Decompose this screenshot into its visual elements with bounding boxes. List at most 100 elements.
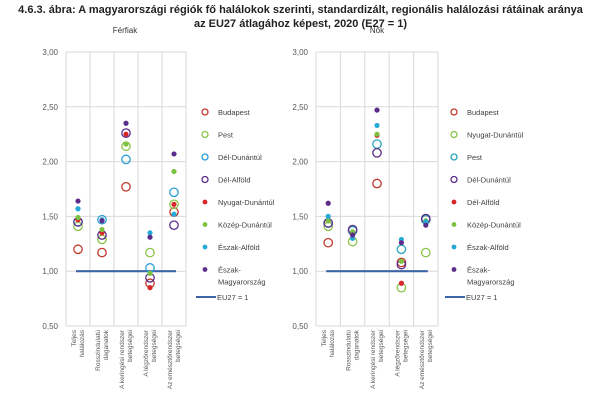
legend-item: Pest (450, 153, 483, 162)
data-point-dél-alföld (121, 128, 131, 138)
x-category-label-line: betegségei (151, 330, 158, 362)
data-point-közép-dunántúl (123, 141, 129, 147)
legend: Budapest Pest Dél-Dunántúl Dél-Alföld Nyugat… (196, 108, 275, 302)
y-tick-label: 2,50 (42, 103, 58, 112)
legend-item-reference: EU27 = 1 (445, 293, 497, 302)
legend-item: Dél-Alföld (451, 198, 500, 207)
legend-label: Nyugat-Dunántúl (467, 131, 524, 140)
legend-label: Dél-Alföld (467, 198, 500, 207)
x-category-label: A keringési rendszer betegségei (370, 329, 385, 389)
data-point-dél-dunántúl (121, 154, 131, 165)
y-tick-label: 1,00 (42, 267, 58, 276)
data-point-közép-dunántúl (75, 214, 81, 221)
legend-item: Dél-Alföld (201, 175, 251, 185)
legend-marker-filled (202, 267, 208, 272)
y-tick-label: 1,50 (292, 212, 308, 221)
data-point-nyugat-dunántúl (147, 285, 153, 291)
x-category-label-line: Rosszindulatú (95, 330, 102, 371)
legend-item: Közép-Dunántúl (202, 221, 272, 230)
data-point-dél-dunántúl (372, 147, 382, 158)
legend-label: Észak- (467, 266, 490, 275)
data-point-észak-magyarország (325, 200, 331, 206)
legend-marker-open (450, 153, 458, 161)
data-point-észak-magyarország (99, 218, 105, 224)
legend-item: Észak-Alföld (202, 243, 260, 252)
data-point-nyugat-dunántúl (420, 247, 431, 258)
legend-marker-filled (202, 222, 208, 227)
legend-item: Budapest (201, 108, 251, 117)
legend-item: Nyugat-Dunántúl (202, 198, 275, 207)
legend-label: Közép-Dunántúl (467, 221, 521, 230)
legend-label: Magyarország (467, 278, 515, 287)
x-category-label-line: betegségei (378, 330, 385, 362)
legend-label: Budapest (218, 108, 251, 117)
x-category-label: A légzőrendszer betegségei (394, 329, 409, 376)
data-point-észak-alföld (374, 122, 380, 129)
y-tick-label: 1,00 (292, 267, 308, 276)
y-tick-label: 2,00 (42, 158, 58, 167)
y-tick-label: 0,50 (42, 322, 58, 331)
data-point-észak-alföld (75, 206, 81, 212)
legend-label: Közép-Dunántúl (218, 221, 272, 230)
x-category-label-line: halálozás (329, 329, 336, 357)
legend-marker-filled (451, 199, 457, 205)
legend-marker-filled (202, 244, 208, 250)
data-point-pest (396, 244, 407, 255)
data-point-dél-dunántúl (169, 187, 179, 198)
x-category-label-line: A keringési rendszer (119, 329, 126, 389)
data-point-közép-dunántúl (374, 131, 380, 137)
y-tick-label: 1,50 (42, 212, 58, 221)
data-point-budapest (372, 178, 382, 189)
data-point-dél-alföld (169, 220, 179, 231)
legend-label: Dél-Dunántúl (467, 176, 511, 185)
x-category-label-line: Teljes (71, 329, 78, 346)
legend-label: Nyugat-Dunántúl (218, 198, 275, 207)
data-point-budapest (97, 247, 107, 258)
data-point-közép-dunántúl (398, 258, 404, 264)
x-category-label-line: Az emésztőrendszer (167, 329, 174, 389)
data-point-észak-alföld (171, 211, 177, 217)
legend-label: Pest (218, 131, 234, 140)
x-category-label: Teljes halálozás (71, 329, 86, 357)
data-point-dél-dunántúl (97, 214, 107, 225)
x-category-label-line: Rosszindulatú (346, 330, 353, 371)
x-category-label: Az emésztőrendszer betegségei (419, 329, 434, 389)
figure-title-line1: 4.6.3. ábra: A magyarországi régiók fő h… (18, 4, 583, 16)
data-point-észak-magyarország (423, 222, 429, 228)
legend-label: EU27 = 1 (466, 293, 497, 302)
data-point-közép-dunántúl (325, 218, 331, 224)
data-point-észak-magyarország (75, 198, 81, 204)
x-category-label-line: Teljes (321, 329, 328, 346)
legend-item: Észak- Magyarország (451, 266, 515, 287)
chart-panel-ferfiak: Férfiak 0,50 1,00 1,50 2,00 2,50 3,00 Teljes hal… (42, 26, 274, 389)
x-category-label-line: Az emésztőrendszer (419, 329, 426, 389)
legend-item: Dél-Dunántúl (450, 175, 511, 185)
x-category-label: Rosszindulatú daganatok (346, 329, 361, 371)
data-point-pest (372, 139, 382, 149)
legend-marker-open (201, 175, 209, 184)
x-category-label-line: A keringési rendszer (370, 329, 377, 389)
legend-marker-open (450, 175, 458, 184)
x-category-label-line: betegségei (175, 330, 182, 362)
y-tick-label: 3,00 (42, 48, 58, 57)
data-point-pest (169, 199, 179, 210)
data-point-észak-magyarország (171, 151, 177, 157)
data-point-dél-alföld (398, 280, 404, 286)
chart-title: Férfiak (113, 26, 138, 35)
data-point-észak-alföld (325, 213, 331, 219)
x-category-label: Rosszindulatú daganatok (95, 329, 110, 371)
data-point-közép-dunántúl (99, 226, 105, 233)
legend-item-reference: EU27 = 1 (196, 293, 248, 302)
x-category-label: Az emésztőrendszer betegségei (167, 329, 182, 389)
x-category-label-line: betegségei (402, 330, 409, 362)
data-point-észak-magyarország (123, 120, 129, 126)
x-category-label-line: daganatok (103, 329, 110, 360)
legend-label: Pest (467, 153, 483, 162)
x-category-label-line: halálozás (79, 329, 86, 357)
data-point-nyugat-dunántúl (171, 201, 177, 207)
x-category-label-line: daganatok (354, 329, 361, 360)
legend-marker-open (201, 108, 209, 116)
legend-label: Észak- (218, 266, 241, 275)
x-category-label-line: A légzőrendszer (394, 329, 401, 376)
